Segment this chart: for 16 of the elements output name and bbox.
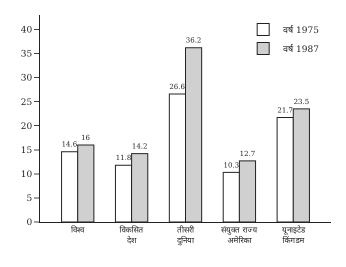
y-tick-label: 35: [20, 50, 32, 60]
y-tick-label: 30: [20, 74, 32, 84]
legend-label: वर्ष 1975: [283, 24, 320, 36]
legend-label: वर्ष 1987: [283, 43, 320, 56]
x-tick-label: संयुक्त राज्य अमेरिका: [221, 226, 258, 245]
y-tick-label: 15: [20, 146, 32, 156]
y-tick-label: 25: [20, 98, 32, 108]
x-tick-label: विकसित देश: [120, 224, 144, 245]
x-tick-label: यूनाइटेड किंगडम: [282, 224, 306, 245]
y-tick-label: 5: [26, 194, 32, 204]
y-tick-label: 10: [20, 170, 32, 180]
x-tick-label: विश्व: [71, 224, 86, 235]
y-tick-label: 20: [20, 122, 32, 132]
y-tick-label: 0: [26, 218, 32, 228]
x-tick-label: तीसरी दुनिया: [177, 224, 195, 246]
y-tick-label: 40: [20, 26, 32, 36]
